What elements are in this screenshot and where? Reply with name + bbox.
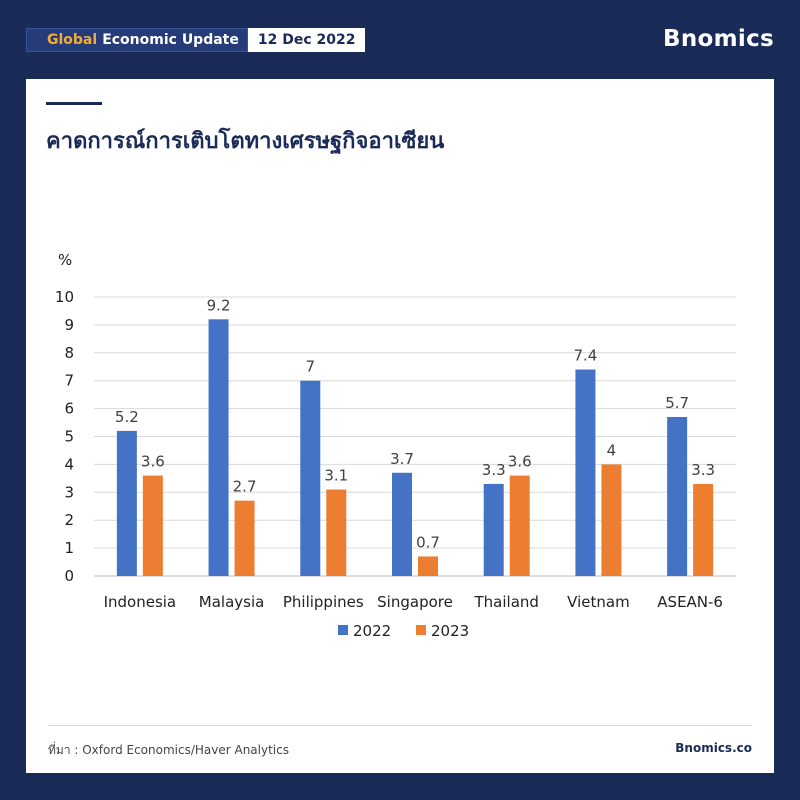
y-tick-label: 10 [55,288,74,306]
data-label: 5.7 [665,394,689,412]
content-panel: คาดการณ์การเติบโตทางเศรษฐกิจอาเซียน % 0 1 2… [26,79,774,773]
data-label: 3.6 [141,453,165,471]
y-tick-label: 7 [64,372,74,390]
footer-divider [48,725,752,726]
data-label: 5.2 [115,408,139,426]
x-tick-label: Singapore [377,593,453,611]
y-tick-label: 1 [64,539,74,557]
badge-text: Economic Update [102,32,239,48]
bar-chart: % 0 1 2 3 4 5 6 7 8 9 10 5.2 3.6 Indonesia 9.2 2.7 Malays… [55,251,736,640]
badge-date: 12 Dec 2022 [247,28,366,52]
data-label: 3.3 [691,461,715,479]
bar-2023-3 [418,556,438,576]
data-label: 3.6 [508,453,532,471]
data-label: 7.4 [573,347,597,365]
legend-swatch-2022 [338,625,348,635]
data-label: 3.1 [324,467,348,485]
bar-2022-5 [575,369,596,576]
bar-2023-5 [601,464,622,576]
bar-2022-4 [483,483,504,576]
y-tick-label: 4 [64,455,74,473]
y-tick-label: 5 [64,428,74,446]
x-tick-label: Philippines [283,593,364,611]
bar-2023-4 [509,475,530,576]
x-tick-label: Indonesia [104,593,177,611]
badge-accent: Global [47,32,98,48]
data-label: 2.7 [233,478,257,496]
data-label: 0.7 [416,533,440,551]
bar-2022-6 [667,416,688,576]
x-tick-label: Vietnam [567,593,630,611]
bar-2022-1 [208,319,229,576]
badge-title: Global Economic Update [26,28,248,52]
legend-label: 2023 [431,622,469,640]
data-label: 3.3 [482,461,506,479]
bar-2023-6 [693,483,714,576]
header-badge: Global Economic Update 12 Dec 2022 [26,28,366,52]
chart-title: คาดการณ์การเติบโตทางเศรษฐกิจอาเซียน [46,129,445,154]
bar-2023-2 [326,489,347,576]
legend-swatch-2023 [416,625,426,635]
x-tick-label: Malaysia [199,593,265,611]
site-link: Bnomics.co [675,741,752,755]
data-label: 9.2 [207,296,231,314]
y-tick-label: 9 [64,316,74,334]
data-label: 7 [306,358,316,376]
title-rule [46,102,102,105]
bar-2022-3 [392,472,412,576]
y-axis-label: % [58,251,72,269]
data-label: 4 [607,441,617,459]
bar-2022-0 [116,430,137,576]
brand-logo: Bnomics [663,26,774,52]
source-note: ที่มา : Oxford Economics/Haver Analytics [48,743,289,757]
y-tick-label: 2 [64,511,74,529]
y-tick-label: 3 [64,483,74,501]
y-tick-label: 8 [64,344,74,362]
y-tick-label: 0 [64,567,74,585]
bar-2023-0 [142,475,163,576]
y-tick-label: 6 [64,400,74,418]
bar-2023-1 [234,500,255,576]
bar-2022-2 [300,380,321,576]
legend-label: 2022 [353,622,391,640]
data-label: 3.7 [390,450,414,468]
x-tick-label: ASEAN-6 [657,593,723,611]
x-tick-label: Thailand [474,593,539,611]
